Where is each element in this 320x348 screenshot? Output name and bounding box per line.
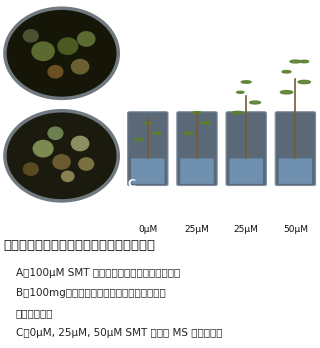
Ellipse shape xyxy=(5,111,118,201)
Text: T: T xyxy=(292,6,299,15)
Ellipse shape xyxy=(193,112,201,114)
Ellipse shape xyxy=(152,132,161,134)
Text: 1: 1 xyxy=(145,21,151,30)
Circle shape xyxy=(32,42,54,61)
Ellipse shape xyxy=(282,71,291,73)
Ellipse shape xyxy=(134,138,143,141)
Text: 3: 3 xyxy=(243,21,249,30)
Text: 0μM: 0μM xyxy=(138,225,157,234)
Ellipse shape xyxy=(232,111,243,114)
Circle shape xyxy=(71,136,89,151)
Text: A: A xyxy=(5,108,14,121)
Text: 25μM: 25μM xyxy=(185,225,209,234)
Text: C：0μM, 25μM, 50μM SMT を含む MS 培地での発: C：0μM, 25μM, 50μM SMT を含む MS 培地での発 xyxy=(16,328,222,338)
Text: WT: WT xyxy=(189,6,205,15)
Circle shape xyxy=(78,32,95,46)
Circle shape xyxy=(62,171,74,181)
Ellipse shape xyxy=(241,81,251,83)
Text: 2: 2 xyxy=(194,21,200,30)
FancyBboxPatch shape xyxy=(180,158,214,184)
Text: 4: 4 xyxy=(292,21,299,30)
FancyBboxPatch shape xyxy=(177,112,217,185)
Text: B：100mg／１カナマイシン選抜で得られた再: B：100mg／１カナマイシン選抜で得られた再 xyxy=(16,288,166,298)
Circle shape xyxy=(53,155,70,169)
Circle shape xyxy=(58,38,78,54)
Text: A：100μM SMT 選抜で得られた再分化シュート: A：100μM SMT 選抜で得られた再分化シュート xyxy=(16,269,180,278)
Ellipse shape xyxy=(5,8,118,98)
Ellipse shape xyxy=(280,90,293,94)
Circle shape xyxy=(23,30,38,42)
Text: 分化シュート: 分化シュート xyxy=(16,308,53,318)
Ellipse shape xyxy=(183,132,193,135)
Ellipse shape xyxy=(300,60,309,63)
Text: 25μM: 25μM xyxy=(234,225,259,234)
Text: T: T xyxy=(243,6,249,15)
Circle shape xyxy=(71,60,89,74)
Ellipse shape xyxy=(298,80,310,84)
Ellipse shape xyxy=(250,101,260,104)
Text: C: C xyxy=(127,179,135,189)
FancyBboxPatch shape xyxy=(229,158,263,184)
FancyBboxPatch shape xyxy=(279,158,312,184)
Circle shape xyxy=(48,66,63,78)
Ellipse shape xyxy=(290,60,301,63)
Text: WT: WT xyxy=(140,6,156,15)
Ellipse shape xyxy=(144,122,151,124)
FancyBboxPatch shape xyxy=(128,112,168,185)
Text: B: B xyxy=(5,5,14,18)
Text: 図２　形質転換バレイショの選抜と再分化: 図２ 形質転換バレイショの選抜と再分化 xyxy=(3,239,155,252)
Circle shape xyxy=(23,163,38,175)
Ellipse shape xyxy=(236,91,244,93)
FancyBboxPatch shape xyxy=(226,112,266,185)
Ellipse shape xyxy=(201,122,211,124)
Circle shape xyxy=(48,127,63,140)
Circle shape xyxy=(79,158,94,170)
Text: 50μM: 50μM xyxy=(283,225,308,234)
FancyBboxPatch shape xyxy=(131,158,164,184)
FancyBboxPatch shape xyxy=(275,112,316,185)
Circle shape xyxy=(33,141,53,157)
